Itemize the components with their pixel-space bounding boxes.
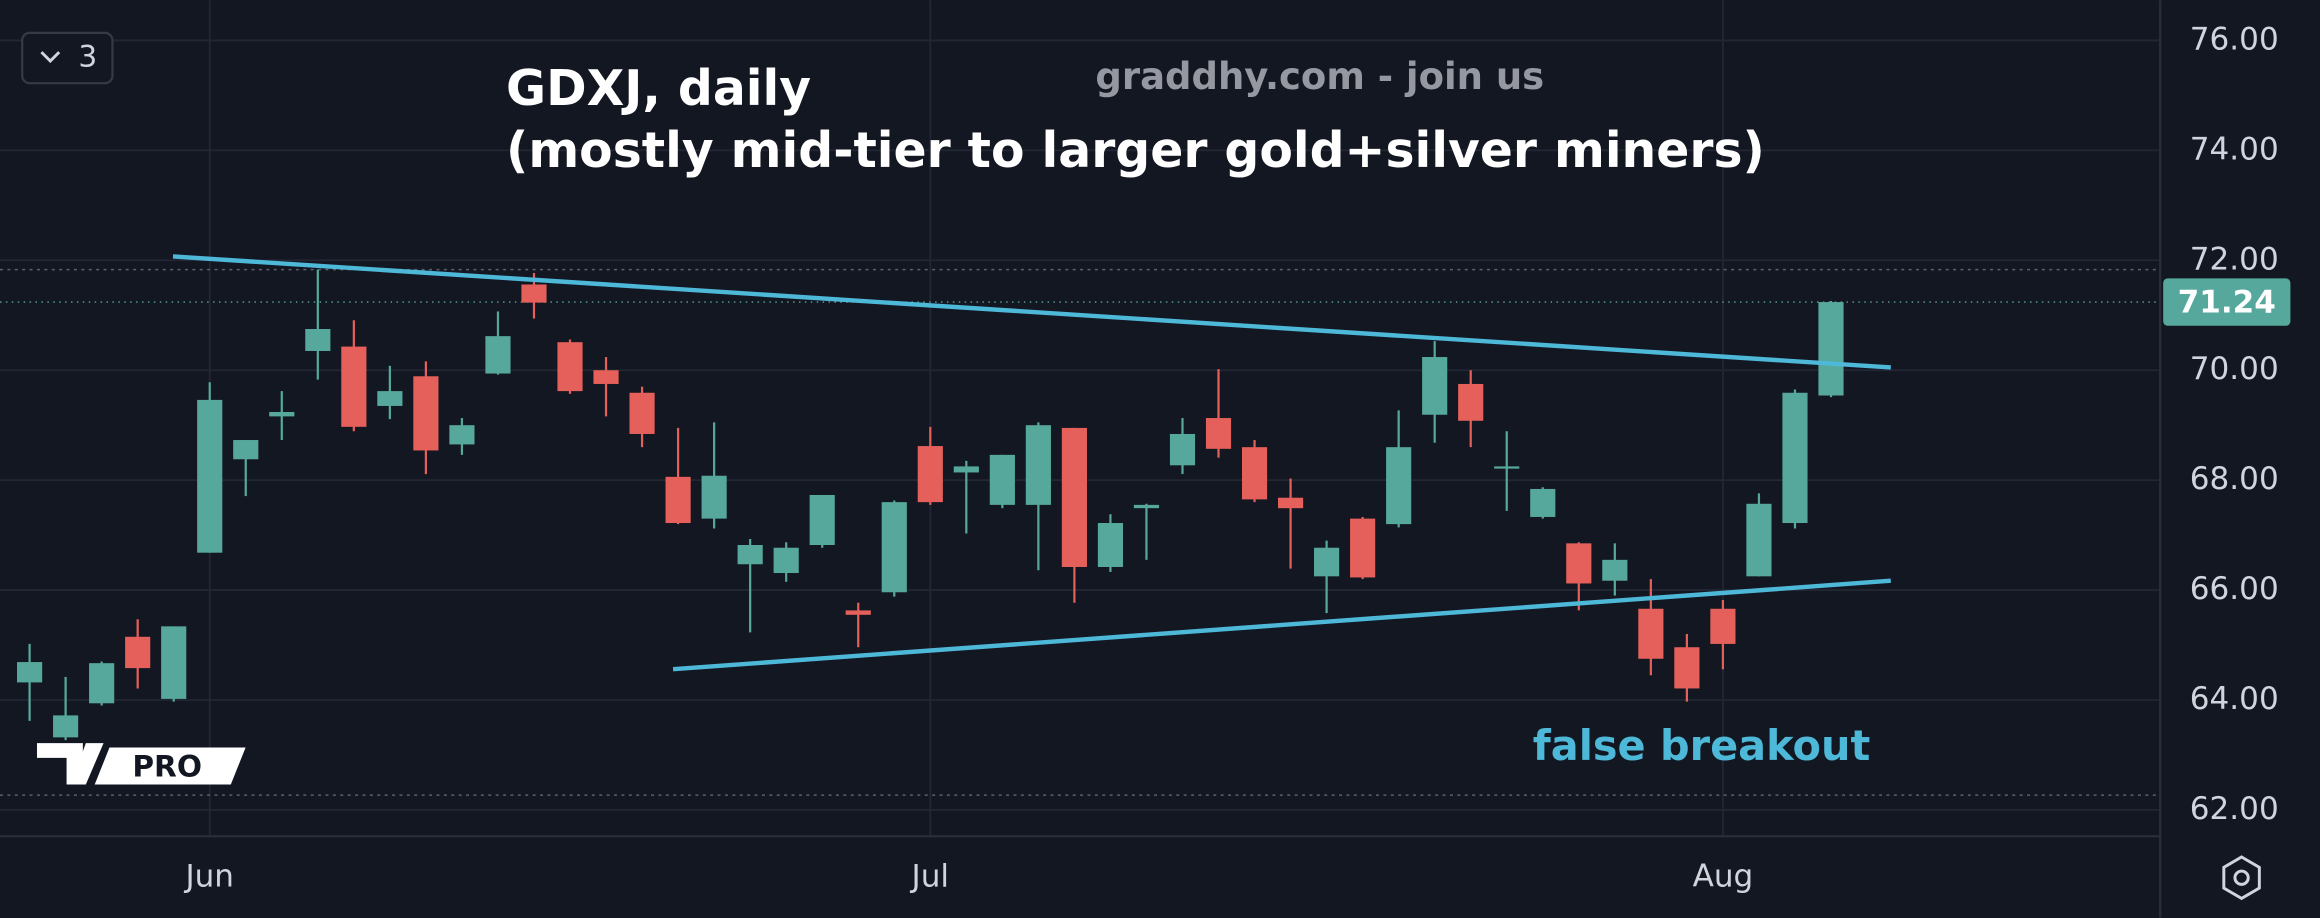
candle-body bbox=[665, 476, 691, 524]
x-tick-label: Jul bbox=[910, 859, 949, 895]
candle-body bbox=[1422, 357, 1448, 415]
button-label: 3 bbox=[78, 40, 97, 74]
candle-body bbox=[1314, 547, 1340, 577]
candle-body bbox=[161, 626, 187, 699]
settings-dot bbox=[2233, 869, 2250, 886]
watermark: graddhy.com - join us bbox=[1095, 55, 1544, 98]
plot bbox=[17, 254, 1891, 741]
candle-body bbox=[629, 392, 655, 434]
candle-body bbox=[233, 440, 259, 460]
candle-body bbox=[1277, 497, 1304, 509]
grid bbox=[0, 0, 2161, 837]
candle-body bbox=[89, 663, 115, 704]
candle-body bbox=[989, 454, 1015, 505]
logo-label: PRO bbox=[132, 750, 202, 784]
candle-body bbox=[377, 391, 403, 406]
trendline bbox=[172, 254, 1891, 370]
candle-body bbox=[1602, 559, 1628, 581]
candle-body bbox=[1133, 504, 1160, 509]
y-tick-label: 74.00 bbox=[2190, 131, 2279, 167]
candle-body bbox=[953, 466, 979, 473]
last-price-tag bbox=[2163, 278, 2291, 326]
x-tick-label: Jun bbox=[183, 859, 234, 895]
y-tick-label: 66.00 bbox=[2190, 571, 2279, 607]
x-tick-label: Aug bbox=[1693, 859, 1754, 895]
settings-icon[interactable] bbox=[2222, 855, 2261, 901]
candle-body bbox=[1782, 392, 1808, 524]
candle-body bbox=[485, 336, 511, 374]
y-tick-label: 68.00 bbox=[2190, 461, 2279, 497]
y-tick-label: 76.00 bbox=[2190, 21, 2279, 57]
candle-body bbox=[881, 502, 907, 593]
candle-body bbox=[1638, 608, 1664, 659]
candle-body bbox=[1350, 518, 1376, 578]
candle-body bbox=[773, 547, 799, 574]
candle-body bbox=[1818, 302, 1844, 396]
candle-body bbox=[413, 376, 439, 451]
candle-body bbox=[1530, 488, 1556, 517]
y-tick-label: 64.00 bbox=[2190, 681, 2279, 717]
candle-body bbox=[17, 662, 43, 683]
candle-body bbox=[1025, 425, 1051, 505]
chart-title: GDXJ, daily bbox=[506, 60, 811, 117]
chart-subtitle: (mostly mid-tier to larger gold+silver m… bbox=[506, 122, 1765, 179]
candle-body bbox=[1241, 447, 1268, 500]
candle-body bbox=[1746, 503, 1772, 577]
candle-body bbox=[1674, 647, 1700, 689]
logo-badge bbox=[94, 747, 246, 785]
settings-hexagon[interactable] bbox=[2222, 855, 2261, 901]
last-price-label: 71.24 bbox=[2178, 285, 2276, 321]
annotation: false breakout bbox=[1533, 722, 1871, 770]
candle-body bbox=[557, 342, 583, 392]
candle-body bbox=[917, 446, 943, 503]
candle-body bbox=[1061, 427, 1087, 567]
candle-body bbox=[809, 494, 835, 545]
candle-body bbox=[449, 425, 475, 445]
candle-body bbox=[521, 284, 547, 303]
candle-body bbox=[1169, 433, 1196, 466]
interval-button[interactable]: 3 bbox=[21, 31, 114, 85]
button-frame[interactable] bbox=[21, 31, 114, 85]
candle-body bbox=[1494, 466, 1520, 469]
y-tick-label: 72.00 bbox=[2190, 241, 2279, 277]
candle-body bbox=[737, 544, 763, 565]
candle-body bbox=[197, 399, 223, 553]
candle-body bbox=[125, 636, 151, 669]
candle-body bbox=[1566, 543, 1592, 584]
trendline bbox=[672, 578, 1891, 672]
chevron-icon bbox=[40, 51, 61, 64]
y-tick-label: 70.00 bbox=[2190, 351, 2279, 387]
candle-body bbox=[701, 475, 727, 519]
logo-mark bbox=[36, 743, 83, 785]
logo-mark bbox=[71, 743, 104, 785]
candle-body bbox=[1458, 383, 1484, 421]
candle-body bbox=[341, 346, 367, 427]
candle-body bbox=[1386, 447, 1412, 525]
candle-body bbox=[269, 411, 295, 417]
candle-body bbox=[1205, 418, 1232, 449]
candle-body bbox=[1097, 523, 1124, 567]
logo: PRO bbox=[36, 743, 246, 785]
candle-body bbox=[305, 328, 331, 351]
candle-body bbox=[845, 610, 871, 615]
candle-body bbox=[53, 715, 79, 738]
y-tick-label: 62.00 bbox=[2190, 791, 2279, 827]
candle-body bbox=[1710, 608, 1736, 644]
candle-body bbox=[593, 370, 619, 384]
